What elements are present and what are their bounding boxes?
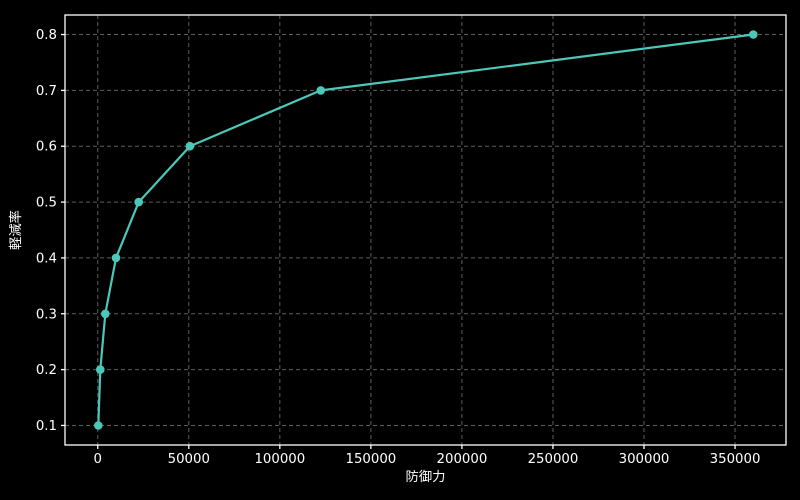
x-tick-label: 0 bbox=[94, 452, 102, 467]
data-point bbox=[316, 86, 326, 95]
data-point bbox=[96, 365, 105, 374]
y-tick-label: 0.3 bbox=[36, 307, 57, 322]
data-point bbox=[749, 30, 758, 39]
data-point bbox=[94, 421, 103, 430]
x-tick-label: 150000 bbox=[345, 452, 396, 467]
x-tick-label: 50000 bbox=[168, 452, 210, 467]
data-point bbox=[134, 197, 143, 207]
data-point bbox=[111, 253, 121, 263]
y-tick-label: 0.5 bbox=[36, 196, 57, 211]
x-tick-label: 200000 bbox=[437, 452, 488, 467]
plot-frame bbox=[64, 14, 787, 446]
x-axis-label: 防御力 bbox=[406, 469, 446, 485]
y-axis-label: 軽減率 bbox=[7, 210, 24, 250]
data-point bbox=[101, 309, 110, 319]
y-tick-label: 0.4 bbox=[36, 251, 57, 266]
x-tick-label: 100000 bbox=[254, 452, 305, 467]
x-tick-label: 350000 bbox=[710, 452, 761, 467]
y-tick-label: 0.8 bbox=[36, 28, 57, 43]
y-tick-label: 0.6 bbox=[36, 140, 57, 155]
y-tick-label: 0.1 bbox=[36, 419, 57, 434]
data-line bbox=[97, 33, 755, 427]
x-tick-label: 300000 bbox=[619, 452, 670, 467]
x-tick-label: 250000 bbox=[528, 452, 579, 467]
data-point bbox=[185, 141, 195, 151]
y-tick-label: 0.7 bbox=[36, 84, 57, 99]
y-tick-label: 0.2 bbox=[36, 363, 57, 378]
